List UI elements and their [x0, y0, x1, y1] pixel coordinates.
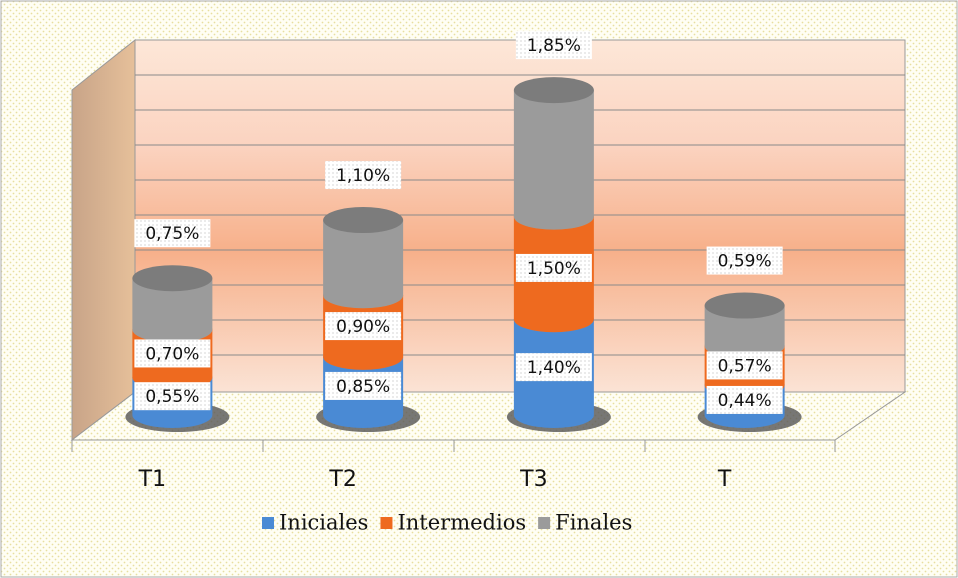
bar-top: [323, 207, 404, 234]
value-label-box: [134, 219, 211, 248]
x-tick-label: T3: [519, 467, 547, 492]
bar-top: [513, 77, 594, 104]
bar: [513, 90, 594, 230]
value-label: 1,40%: [527, 358, 581, 378]
value-label-box: [325, 371, 402, 400]
x-tick-label: T2: [328, 467, 356, 492]
side-wall: [71, 38, 136, 442]
value-label-box: [515, 31, 592, 60]
value-label: 0,44%: [718, 391, 772, 411]
value-label: 0,57%: [718, 356, 772, 376]
bar: [323, 220, 404, 309]
value-label-box: [325, 161, 402, 190]
bar: [704, 305, 785, 359]
legend-swatch: [262, 517, 274, 529]
value-label: 0,70%: [145, 344, 199, 364]
bar-top: [132, 265, 213, 292]
value-label-box: [706, 351, 783, 380]
value-label-box: [515, 253, 592, 282]
value-label-box: [134, 339, 211, 368]
value-label-box: [706, 246, 783, 275]
value-label: 1,10%: [336, 166, 390, 186]
x-tick-label: T: [717, 467, 732, 492]
bar-top: [704, 292, 785, 319]
value-label: 1,50%: [527, 259, 581, 279]
x-tick-label: T1: [138, 467, 166, 492]
legend-label: Iniciales: [279, 511, 368, 535]
legend-label: Intermedios: [397, 511, 526, 535]
value-label: 0,75%: [145, 224, 199, 244]
value-label: 0,90%: [336, 317, 390, 337]
value-label-box: [515, 353, 592, 382]
value-label: 1,85%: [527, 36, 581, 56]
value-label: 0,55%: [145, 387, 199, 407]
value-label: 0,59%: [718, 252, 772, 272]
legend-label: Finales: [555, 511, 632, 535]
value-label-box: [325, 312, 402, 341]
legend-swatch: [538, 517, 551, 529]
legend-swatch: [380, 517, 393, 529]
x-axis-ticks: [71, 440, 836, 452]
value-label-box: [706, 385, 783, 414]
value-label: 0,85%: [336, 377, 390, 397]
bar: [132, 278, 213, 343]
value-label-box: [134, 382, 211, 411]
